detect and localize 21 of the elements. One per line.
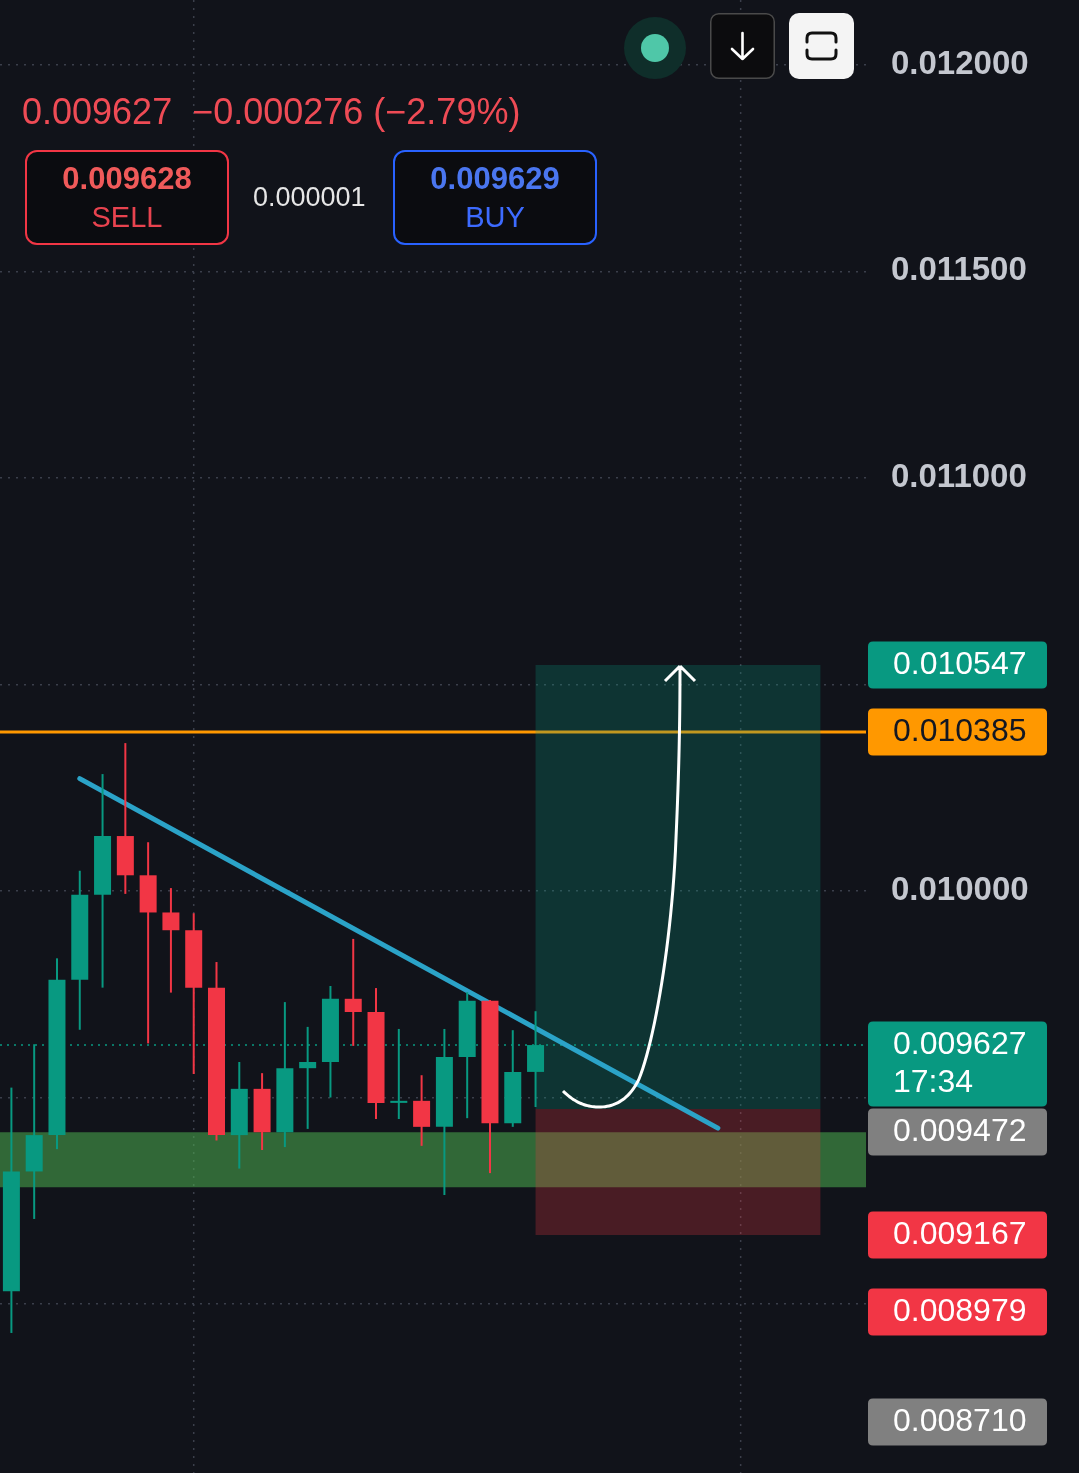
- y-tick-label: 0.011500: [891, 250, 1027, 288]
- ref-line-label: 0.010385: [893, 712, 1027, 749]
- text: 0.009627 −0.000276 (−2.79%): [22, 91, 521, 133]
- candlestick: [344, 937, 362, 1047]
- y-tick-label: 0.011000: [891, 457, 1027, 495]
- y-tick-label: 0.012000: [891, 43, 1029, 81]
- band-label: 0.009167: [893, 1215, 1027, 1252]
- annotation: 0.009628: [62, 159, 192, 198]
- candlestick: [162, 887, 180, 994]
- annotation: 0.009629: [430, 159, 560, 198]
- annotation: 0.000001: [253, 181, 366, 214]
- text: 0.008710: [893, 1402, 1027, 1439]
- buy-button[interactable]: 0.009629 BUY: [393, 150, 597, 245]
- text: 0.009472: [893, 1112, 1027, 1149]
- sell-button[interactable]: 0.009628 SELL: [25, 150, 229, 245]
- annotation: BUY: [465, 199, 525, 235]
- band-label: 0.010547: [893, 645, 1027, 682]
- text: 0.008979: [893, 1292, 1027, 1329]
- y-tick-label: 0.010000: [891, 870, 1029, 908]
- annotation: SELL: [91, 199, 163, 235]
- ref-line-label: 0.009627 17:34: [893, 1025, 1027, 1100]
